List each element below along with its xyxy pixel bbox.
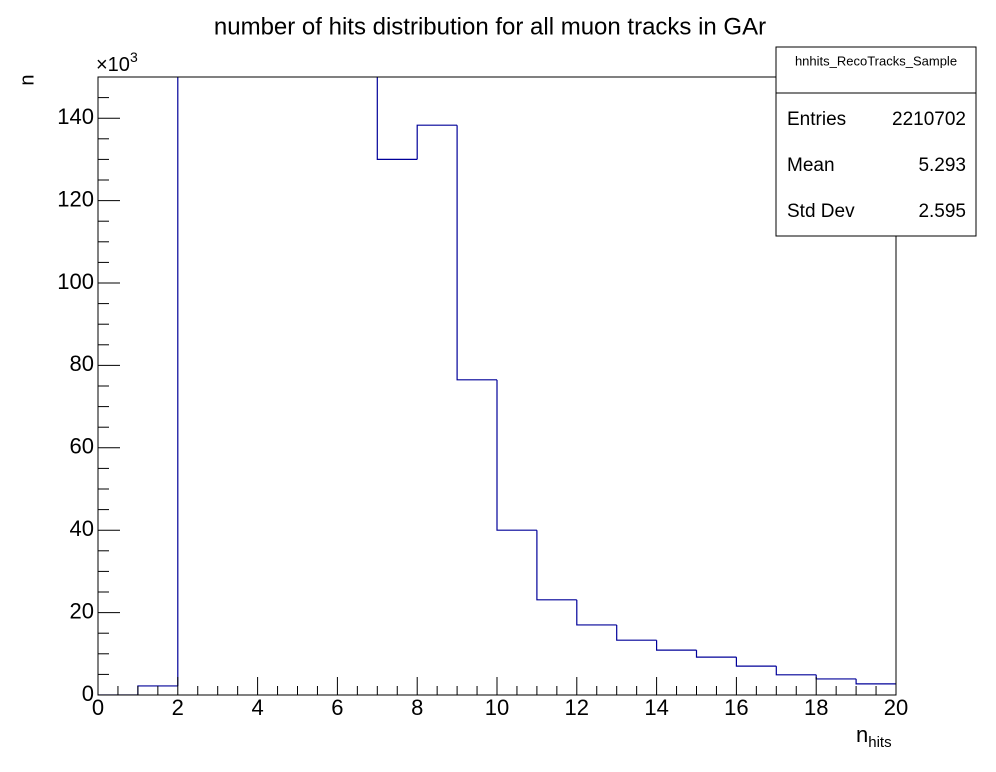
histogram-bin [576,599,617,626]
x-tick-label: 4 [251,695,263,720]
y-tick-label: 140 [57,104,94,129]
x-tick-label: 16 [724,695,748,720]
axes: 0 2 4 6 8 10 12 14 16 18 20 0 20 40 60 80 100 120 140 [57,76,908,720]
x-tick-label: 10 [485,695,509,720]
stats-label: Entries [787,109,846,130]
x-tick-label: 6 [331,695,343,720]
histogram-bin [735,657,777,667]
x-tick-label: 18 [804,695,828,720]
y-axis-title: n [16,74,38,85]
stats-value: 2.595 [918,201,966,222]
histogram-bin [656,640,697,651]
y-multiplier-base: ×10 [96,54,130,76]
stats-box: hnhits_RecoTracks_Sample Entries 2210702 M… [775,46,977,237]
x-tick-label: 0 [92,695,104,720]
chart-title: number of hits distribution for all muon… [214,13,766,40]
x-tick-label: 12 [565,695,589,720]
histogram-bin [177,77,179,686]
y-tick-label: 40 [70,516,94,541]
stats-value: 2210702 [892,109,966,130]
x-axis-title: nhits [856,722,892,751]
stats-box-frame [775,46,977,237]
y-tick-label: 0 [82,681,94,706]
histogram-bin [775,666,817,676]
y-tick-label: 100 [57,269,94,294]
stats-label: Std Dev [787,201,855,222]
stats-label: Mean [787,155,835,176]
histogram-bin [456,125,497,381]
histogram-bin [416,124,458,160]
x-tick-label: 14 [644,695,668,720]
histogram-bin [855,678,896,685]
y-tick-label: 20 [70,598,94,623]
y-tick-label: 120 [57,186,94,211]
stats-box-title: hnhits_RecoTracks_Sample [795,53,957,68]
y-tick-label: 80 [70,351,94,376]
y-multiplier: ×103 [96,49,138,77]
x-tick-label: 2 [172,695,184,720]
y-multiplier-exponent: 3 [130,49,138,65]
x-axis-title-main: n [856,722,868,747]
histogram-bin [616,624,657,641]
histogram [98,77,896,695]
y-tick-label: 60 [70,434,94,459]
histogram-bin [695,650,737,658]
x-tick-label: 20 [884,695,908,720]
histogram-bin [496,379,537,531]
histogram-bin [536,530,577,601]
x-axis-title-subscript: hits [868,734,891,751]
histogram-bin [376,77,418,160]
x-tick-label: 8 [411,695,423,720]
stats-value: 5.293 [918,155,966,176]
